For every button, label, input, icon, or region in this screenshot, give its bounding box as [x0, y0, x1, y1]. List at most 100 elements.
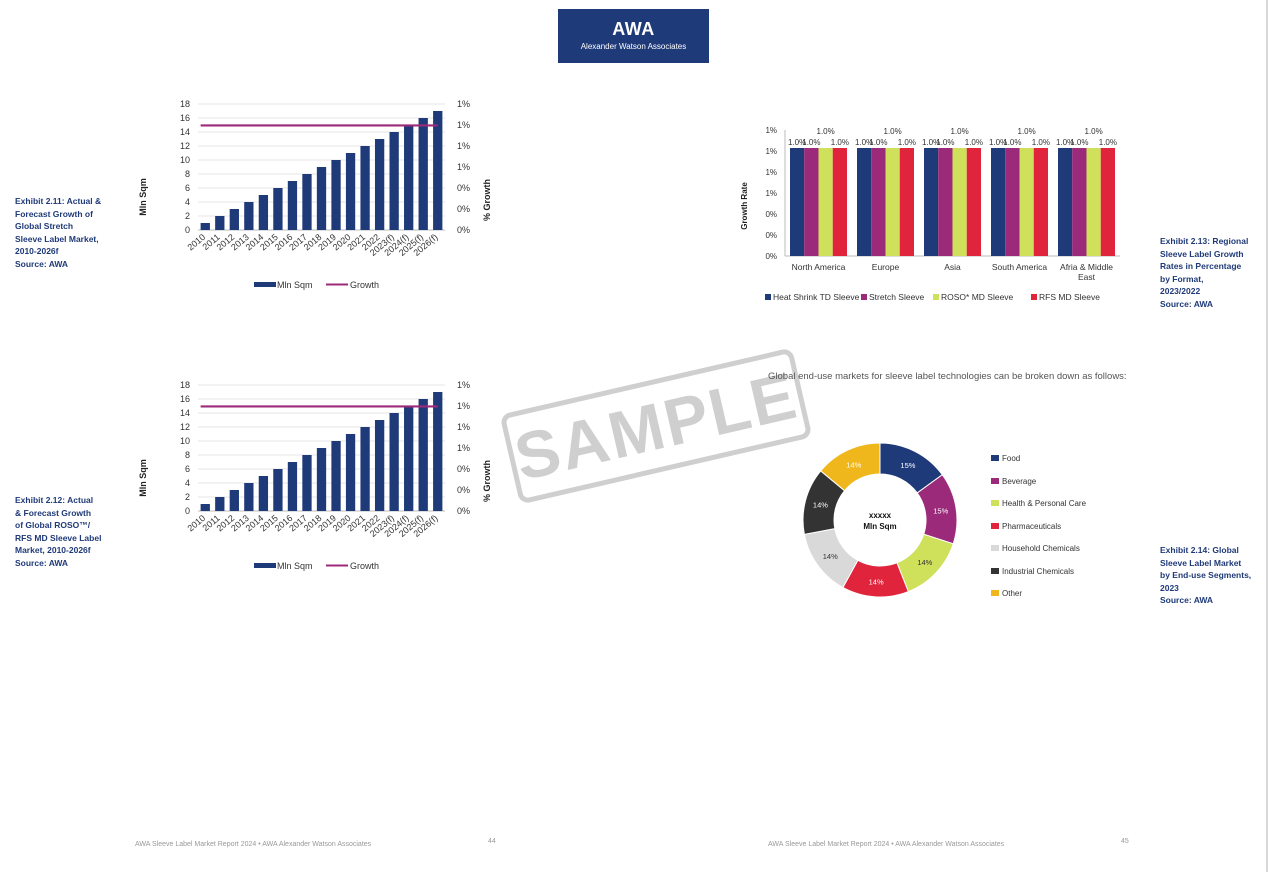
caption-source: Source: AWA — [1160, 595, 1214, 605]
bar — [966, 148, 981, 256]
data-label: 1.0% — [1099, 138, 1117, 147]
caption-line: Forecast Growth of — [15, 208, 93, 219]
bar — [885, 148, 900, 256]
legend-label: Health & Personal Care — [1002, 499, 1087, 508]
bar — [433, 111, 443, 230]
bar — [200, 223, 210, 230]
x-tick-label: South America — [992, 262, 1048, 272]
data-label: 1.0% — [869, 138, 887, 147]
y-tick-label: 4 — [185, 197, 190, 207]
bar — [331, 160, 341, 230]
bar — [360, 146, 370, 230]
legend-label: Household Chemicals — [1002, 544, 1080, 553]
bar — [273, 188, 283, 230]
footer-right-page: 45 — [1121, 838, 1129, 845]
bar — [374, 139, 385, 230]
bar — [938, 148, 953, 256]
y2-axis-title: % Growth — [482, 460, 492, 502]
bar — [200, 504, 210, 511]
slice-label: 14% — [917, 558, 932, 567]
donut-legend-item: Household Chemicals — [991, 544, 1080, 553]
legend-swatch-bar — [254, 282, 276, 287]
legend-swatch — [1031, 294, 1037, 300]
exhibit-211-caption: Exhibit 2.11: Actual & Forecast Growth o… — [15, 195, 101, 270]
y-tick-label: 0 — [185, 506, 190, 516]
bar — [360, 427, 370, 511]
bar — [287, 181, 298, 230]
y-tick-label: 18 — [180, 380, 190, 390]
bar — [804, 148, 819, 256]
caption-source: Source: AWA — [15, 258, 69, 269]
caption-line: Market, 2010-2026f — [15, 545, 91, 555]
bar — [389, 413, 399, 511]
bar — [244, 202, 254, 230]
donut-legend-item: Health & Personal Care — [991, 499, 1086, 508]
y-tick-label: 10 — [180, 155, 190, 165]
legend-label: Heat Shrink TD Sleeve — [773, 292, 860, 302]
caption-line: Rates in Percentage — [1160, 261, 1242, 271]
legend-label: RFS MD Sleeve — [1039, 292, 1100, 302]
y-tick-label: 8 — [185, 169, 190, 179]
caption-line: 2010-2026f — [15, 246, 59, 256]
slice-label: 15% — [900, 461, 915, 470]
caption-line: & Forecast Growth — [15, 507, 92, 518]
slice-label: 14% — [823, 552, 838, 561]
bar — [258, 195, 269, 230]
y2-tick-label: 0% — [457, 183, 470, 193]
y-tick-label: 16 — [180, 394, 190, 404]
center-label: Mln Sqm — [863, 522, 896, 531]
legend-swatch — [991, 455, 999, 461]
exhibit-214-donut: 15% 15% 14% 14% 14% 14% 14% xxxxx Mln Sqm — [802, 442, 958, 598]
data-label: 1.0% — [965, 138, 983, 147]
y2-tick-label: 1% — [457, 380, 470, 390]
data-label: 1.0% — [788, 138, 806, 147]
y2-tick-label: 1% — [457, 401, 470, 411]
data-label: 1.0% — [922, 138, 940, 147]
bar — [273, 469, 283, 511]
awa-logo: AWA Alexander Watson Associates — [558, 9, 709, 63]
data-label: 1.0% — [817, 127, 835, 136]
y-tick-label: 1% — [765, 168, 777, 177]
y-tick-label: 10 — [180, 436, 190, 446]
data-label: 1.0% — [884, 127, 902, 136]
y2-axis-title: % Growth — [482, 179, 492, 221]
bar — [287, 462, 298, 511]
x-tick-label: East — [1078, 272, 1096, 282]
y-tick-label: 1% — [765, 126, 777, 135]
y-axis-title: Mln Sqm — [138, 178, 148, 216]
y-tick-label: 2 — [185, 211, 190, 221]
intro-text: Global end-use markets for sleeve label … — [768, 371, 1127, 382]
legend-label: Food — [1002, 454, 1021, 463]
bar — [1058, 148, 1073, 256]
logo-title: AWA — [612, 19, 655, 39]
slice-label: 15% — [933, 506, 948, 515]
bar — [316, 167, 327, 230]
bar — [1086, 148, 1101, 256]
caption-line: Sleeve Label Market, — [15, 233, 99, 244]
bar — [229, 209, 239, 230]
bar — [1019, 148, 1034, 256]
bar — [832, 148, 847, 256]
slice-label: 14% — [813, 501, 828, 510]
y-tick-label: 18 — [180, 99, 190, 109]
y-tick-label: 6 — [185, 183, 190, 193]
y-tick-label: 0 — [185, 225, 190, 235]
legend-label: Growth — [350, 280, 379, 290]
y-tick-label: 14 — [180, 408, 190, 418]
exhibit-212-chart: 0 2 4 6 8 10 12 14 16 18 0% 0% 0% 1% 1% 1% 1% Mln Sqm % Gr… — [138, 380, 492, 571]
donut-legend-item: Other — [991, 589, 1022, 598]
data-label: 1.0% — [898, 138, 916, 147]
legend-label: Mln Sqm — [277, 561, 313, 571]
y2-tick-label: 1% — [457, 162, 470, 172]
data-label: 1.0% — [855, 138, 873, 147]
y2-tick-label: 0% — [457, 204, 470, 214]
caption-line: Exhibit 2.13: Regional — [1160, 236, 1249, 246]
exhibit-213-chart: 0%0%0%1%1%1%1%Growth Rate1.0%1.0%1.0%1.0… — [740, 126, 1120, 302]
bar — [244, 483, 254, 511]
slice-label: 14% — [869, 577, 884, 586]
bar — [924, 148, 939, 256]
bar — [302, 455, 312, 511]
bar — [331, 441, 341, 511]
data-label: 1.0% — [1070, 138, 1088, 147]
logo-subtitle: Alexander Watson Associates — [580, 42, 687, 51]
